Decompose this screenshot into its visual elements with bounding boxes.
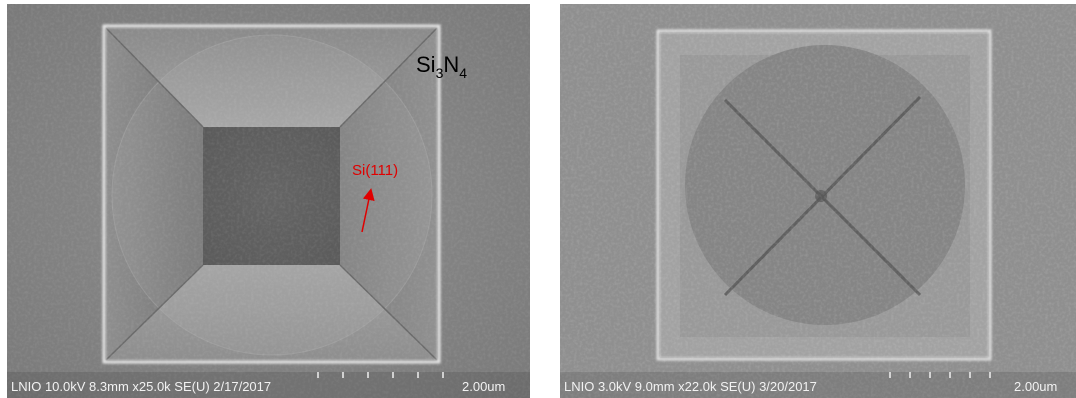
figure: Si3N4 Si(111) LNIO 10.0kV 8.3mm x25.0k S… [0, 0, 1076, 398]
sem-image-right: LNIO 3.0kV 9.0mm x22.0k SE(U) 3/20/2017 … [560, 4, 1076, 398]
arrow-label: Si(111) [352, 162, 398, 179]
caption: LNIO 3.0kV 9.0mm x22.0k SE(U) 3/20/2017 [564, 379, 817, 394]
caption: LNIO 10.0kV 8.3mm x25.0k SE(U) 2/17/2017 [11, 379, 271, 394]
scale-label: 2.00um [1014, 379, 1057, 394]
scale-label: 2.00um [462, 379, 505, 394]
sem-image-left: Si3N4 Si(111) LNIO 10.0kV 8.3mm x25.0k S… [7, 4, 530, 398]
